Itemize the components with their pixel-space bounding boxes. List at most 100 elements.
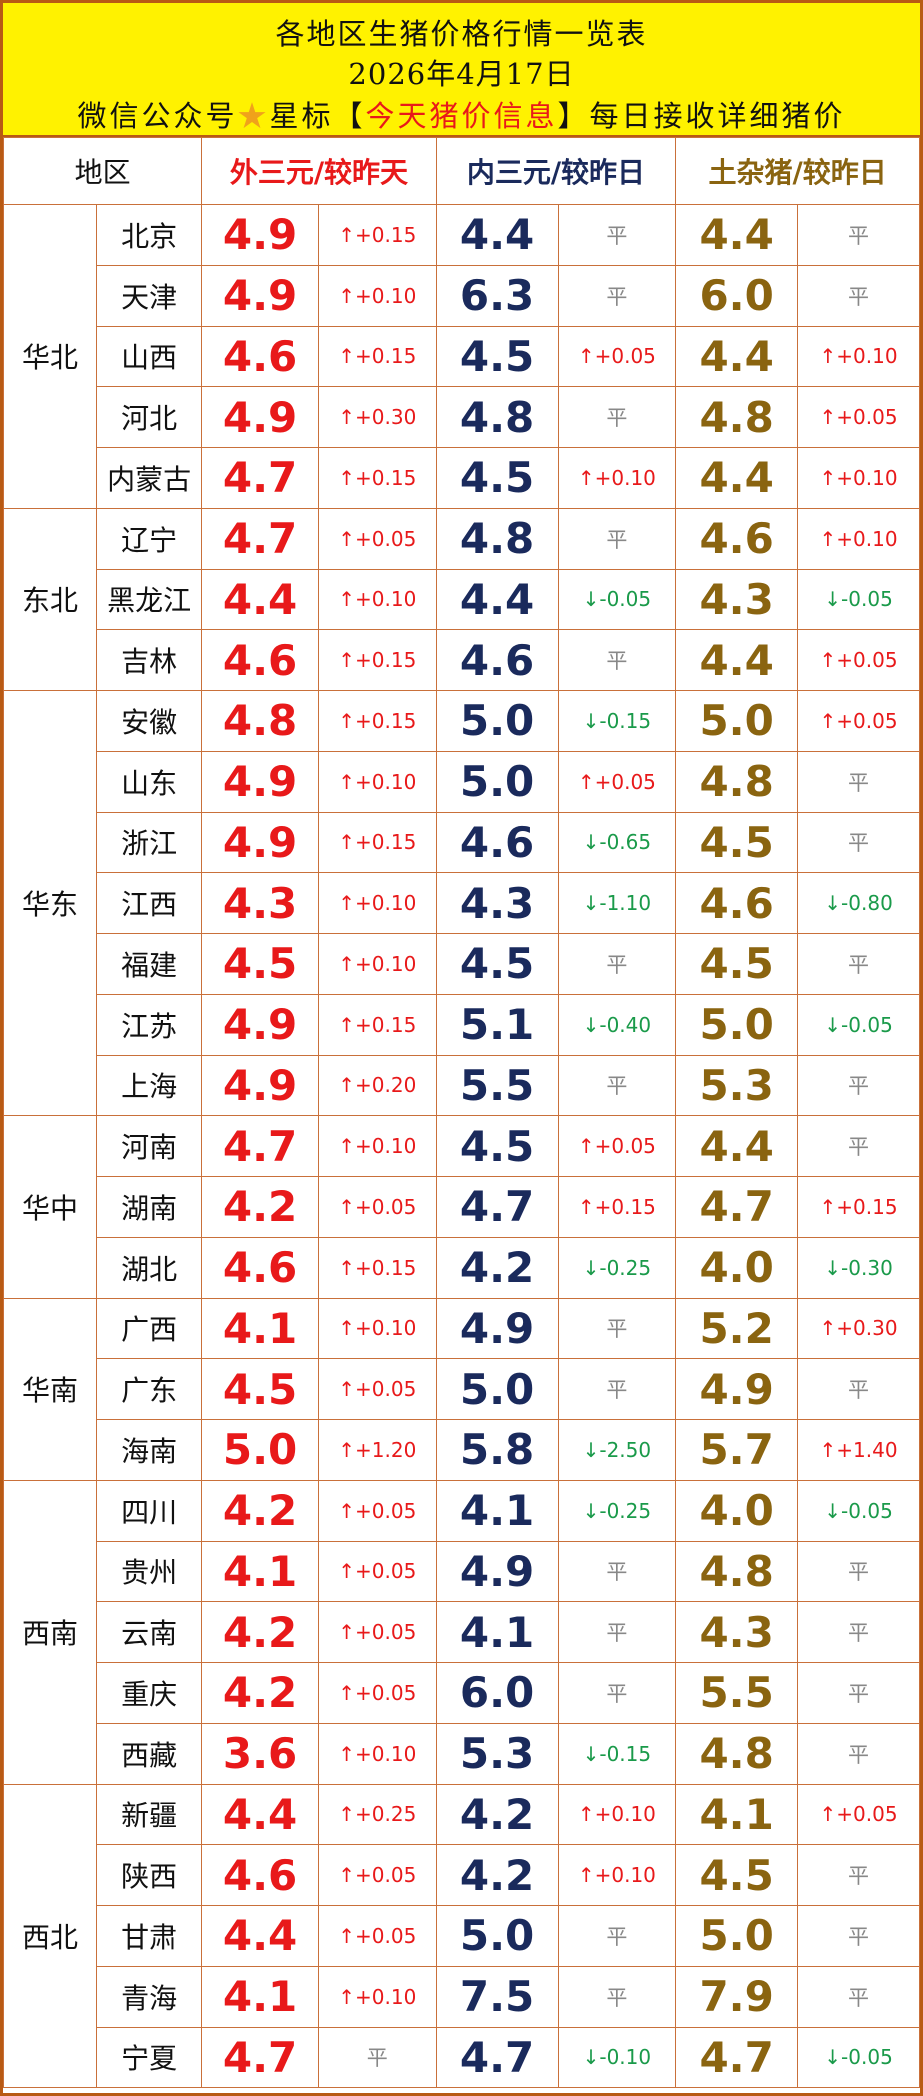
tu-change-cell: ↑+1.40: [797, 1419, 920, 1481]
tu-change-cell: 平: [797, 933, 920, 995]
table-row: 云南 4.2 ↑+0.05 4.1 平 4.3 平: [4, 1601, 920, 1663]
tu-price-cell: 4.0: [675, 1479, 799, 1542]
province-cell: 海南: [95, 1419, 203, 1481]
tu-price-cell: 4.9: [675, 1358, 799, 1420]
table-row: 东北 辽宁 4.7 ↑+0.05 4.8 平 4.6 ↑+0.10: [3, 507, 920, 692]
ext-price-cell: 4.9: [201, 1054, 319, 1117]
int-change-cell: 平: [557, 1905, 677, 1967]
int-change-cell: ↑+0.10: [557, 1783, 677, 1846]
int-change-cell: ↑+0.05: [557, 750, 677, 813]
ext-price-cell: 4.2: [201, 1662, 319, 1724]
ext-change-cell: ↑+1.20: [317, 1419, 437, 1481]
province-cell: 重庆: [95, 1662, 203, 1724]
province-cell: 甘肃: [95, 1905, 203, 1967]
tu-price-cell: 4.0: [675, 1236, 799, 1299]
ext-price-cell: 4.4: [201, 1905, 319, 1967]
int-price-cell: 4.7: [435, 2026, 559, 2089]
tu-change-cell: 平: [797, 1905, 920, 1967]
int-price-cell: 6.3: [435, 264, 559, 327]
tu-change-cell: 平: [797, 1844, 920, 1906]
int-change-cell: 平: [557, 1054, 677, 1117]
ext-price-cell: 4.4: [201, 568, 319, 631]
table-row: 内蒙古 4.7 ↑+0.15 4.5 ↑+0.10 4.4 ↑+0.10: [4, 447, 920, 509]
province-cell: 山东: [95, 750, 203, 813]
column-header-int: 内三元/较昨日: [435, 137, 677, 205]
ext-price-cell: 4.9: [201, 204, 319, 266]
ext-change-cell: ↑+0.15: [317, 204, 437, 266]
tu-change-cell: ↑+0.10: [797, 325, 920, 388]
tu-change-cell: ↓-0.80: [797, 872, 920, 934]
region-group-cell: 西南: [3, 1479, 97, 1785]
table-row: 华北 北京 4.9 ↑+0.15 4.4 平 4.4 平: [3, 204, 920, 509]
tu-price-cell: 4.3: [675, 568, 799, 631]
tu-price-cell: 4.8: [675, 386, 799, 448]
table-row: 甘肃 4.4 ↑+0.05 5.0 平 5.0 平: [4, 1905, 920, 1967]
tu-price-cell: 5.0: [675, 690, 799, 752]
ext-price-cell: 4.7: [201, 2026, 319, 2089]
ext-change-cell: ↑+0.15: [317, 690, 437, 752]
ext-price-cell: 4.7: [201, 447, 319, 509]
table-row: 湖南 4.2 ↑+0.05 4.7 ↑+0.15 4.7 ↑+0.15: [4, 1176, 920, 1238]
table-row: 贵州 4.1 ↑+0.05 4.9 平 4.8 平: [4, 1540, 920, 1603]
province-cell: 吉林: [95, 629, 203, 691]
tu-price-cell: 4.6: [675, 507, 799, 570]
table-row: 华南 广西 4.1 ↑+0.10 4.9 平 5.2 ↑+0.30: [3, 1297, 920, 1481]
tu-change-cell: ↓-0.05: [797, 993, 920, 1056]
int-change-cell: 平: [557, 507, 677, 570]
ext-price-cell: 4.9: [201, 386, 319, 448]
int-price-cell: 5.3: [435, 1722, 559, 1785]
ext-change-cell: ↑+0.10: [317, 750, 437, 813]
int-change-cell: 平: [557, 629, 677, 691]
star-icon: ★: [237, 99, 270, 133]
province-cell: 河南: [95, 1115, 203, 1177]
tu-change-cell: ↑+0.05: [797, 386, 920, 448]
column-header-area: 地区: [2, 137, 203, 205]
province-cell: 黑龙江: [95, 568, 203, 631]
ext-price-cell: 4.7: [201, 1115, 319, 1177]
subscribe-prefix: 微信公众号: [77, 99, 238, 133]
int-change-cell: 平: [557, 1297, 677, 1360]
ext-price-cell: 4.2: [201, 1176, 319, 1238]
int-price-cell: 4.5: [435, 1115, 559, 1177]
int-change-cell: 平: [557, 1965, 677, 2028]
int-price-cell: 4.6: [435, 629, 559, 691]
region-group-cell: 西北: [3, 1783, 97, 2089]
int-change-cell: 平: [557, 204, 677, 266]
table-row: 上海 4.9 ↑+0.20 5.5 平 5.3 平: [4, 1054, 920, 1117]
ext-change-cell: ↑+0.10: [317, 1722, 437, 1785]
tu-price-cell: 4.8: [675, 750, 799, 813]
tu-change-cell: ↓-0.05: [797, 2026, 920, 2089]
ext-price-cell: 4.2: [201, 1601, 319, 1663]
int-change-cell: ↑+0.10: [557, 1844, 677, 1906]
table-row: 陕西 4.6 ↑+0.05 4.2 ↑+0.10 4.5 平: [4, 1844, 920, 1906]
tu-price-cell: 4.7: [675, 2026, 799, 2089]
tu-price-cell: 5.7: [675, 1419, 799, 1481]
int-price-cell: 5.5: [435, 1054, 559, 1117]
tu-change-cell: 平: [797, 1540, 920, 1603]
tu-price-cell: 4.4: [675, 1115, 799, 1177]
sheet-date: 2026年4月17日: [348, 57, 575, 91]
tu-price-cell: 4.7: [675, 1176, 799, 1238]
ext-price-cell: 4.1: [201, 1965, 319, 2028]
tu-change-cell: 平: [797, 204, 920, 266]
tu-price-cell: 7.9: [675, 1965, 799, 2028]
account-name: 今天猪价信息: [365, 99, 558, 133]
ext-price-cell: 4.7: [201, 507, 319, 570]
ext-price-cell: 4.6: [201, 1236, 319, 1299]
int-change-cell: 平: [557, 1358, 677, 1420]
ext-change-cell: ↑+0.05: [317, 1540, 437, 1603]
tu-price-cell: 4.6: [675, 872, 799, 934]
ext-change-cell: ↑+0.10: [317, 933, 437, 995]
province-cell: 广西: [95, 1297, 203, 1360]
ext-price-cell: 4.1: [201, 1297, 319, 1360]
table-row: 华东 安徽 4.8 ↑+0.15 5.0 ↓-0.15 5.0 ↑+0.05: [3, 689, 920, 1117]
tu-price-cell: 6.0: [675, 264, 799, 327]
ext-price-cell: 4.5: [201, 1358, 319, 1420]
table-row: 海南 5.0 ↑+1.20 5.8 ↓-2.50 5.7 ↑+1.40: [4, 1419, 920, 1481]
region-group-cell: 华东: [3, 689, 97, 1117]
tu-price-cell: 5.2: [675, 1297, 799, 1360]
table-row: 天津 4.9 ↑+0.10 6.3 平 6.0 平: [4, 264, 920, 327]
province-cell: 湖南: [95, 1176, 203, 1238]
int-price-cell: 4.6: [435, 811, 559, 874]
